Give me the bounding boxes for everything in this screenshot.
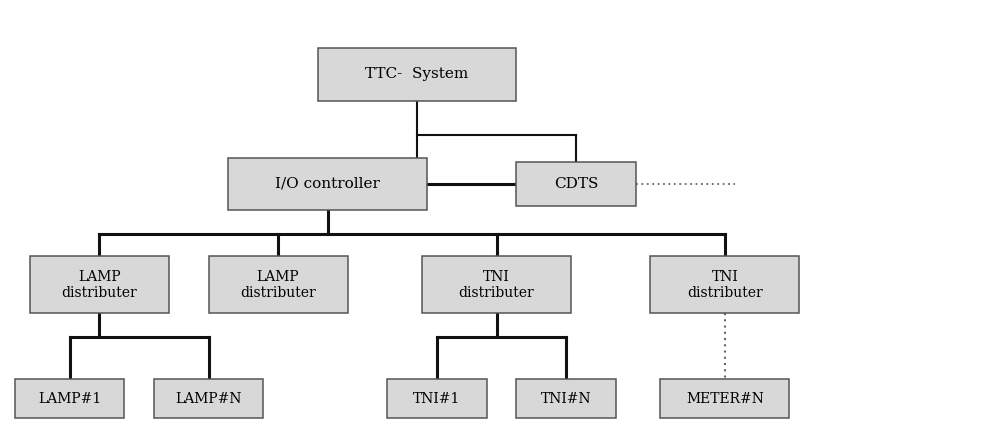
Text: LAMP#1: LAMP#1 xyxy=(38,392,101,406)
FancyBboxPatch shape xyxy=(30,256,169,313)
Text: TNI
distributer: TNI distributer xyxy=(459,270,534,300)
Text: LAMP
distributer: LAMP distributer xyxy=(240,270,316,300)
Text: METER#N: METER#N xyxy=(686,392,764,406)
FancyBboxPatch shape xyxy=(422,256,571,313)
FancyBboxPatch shape xyxy=(387,379,487,418)
Text: TNI
distributer: TNI distributer xyxy=(687,270,763,300)
Text: CDTS: CDTS xyxy=(554,177,598,191)
Text: TTC-  System: TTC- System xyxy=(365,67,469,81)
FancyBboxPatch shape xyxy=(154,379,263,418)
FancyBboxPatch shape xyxy=(15,379,124,418)
Text: LAMP#N: LAMP#N xyxy=(176,392,241,406)
FancyBboxPatch shape xyxy=(516,379,616,418)
Text: TNI#N: TNI#N xyxy=(541,392,591,406)
FancyBboxPatch shape xyxy=(228,158,427,210)
FancyBboxPatch shape xyxy=(650,256,799,313)
Text: LAMP
distributer: LAMP distributer xyxy=(62,270,137,300)
FancyBboxPatch shape xyxy=(516,162,636,206)
Text: TNI#1: TNI#1 xyxy=(413,392,461,406)
FancyBboxPatch shape xyxy=(209,256,348,313)
Text: I/O controller: I/O controller xyxy=(275,177,380,191)
FancyBboxPatch shape xyxy=(660,379,789,418)
FancyBboxPatch shape xyxy=(318,48,516,101)
